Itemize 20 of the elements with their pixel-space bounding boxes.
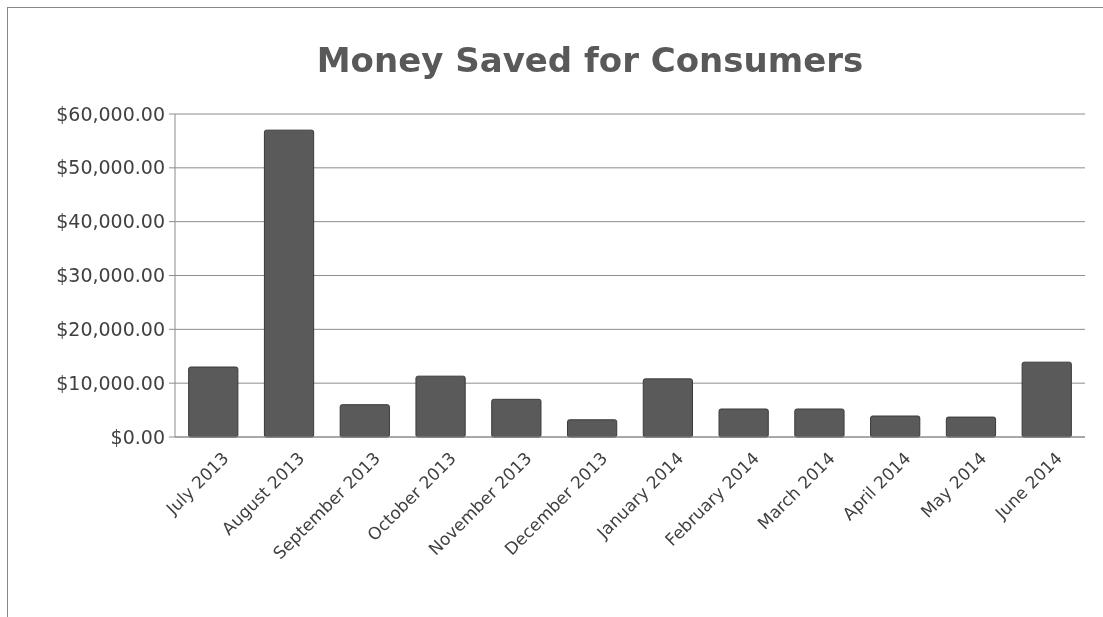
bar xyxy=(718,408,769,438)
bar xyxy=(870,415,921,438)
y-tick-label: $60,000.00 xyxy=(56,102,165,125)
bar xyxy=(794,408,845,438)
bar xyxy=(263,129,315,438)
y-tick-label: $10,000.00 xyxy=(56,371,165,394)
bar xyxy=(1021,361,1072,438)
bar xyxy=(415,375,466,438)
bar xyxy=(188,366,239,438)
bar xyxy=(642,378,694,438)
y-tick-label: $20,000.00 xyxy=(56,317,165,340)
y-tick-label: $40,000.00 xyxy=(56,210,165,233)
bar xyxy=(566,419,618,438)
y-tick-label: $50,000.00 xyxy=(56,156,165,179)
bar xyxy=(945,416,997,438)
bar xyxy=(339,404,390,438)
y-tick-label: $30,000.00 xyxy=(56,264,165,287)
y-tick-label: $0.00 xyxy=(110,425,165,448)
bar xyxy=(491,398,542,438)
chart-title: Money Saved for Consumers xyxy=(316,40,864,80)
